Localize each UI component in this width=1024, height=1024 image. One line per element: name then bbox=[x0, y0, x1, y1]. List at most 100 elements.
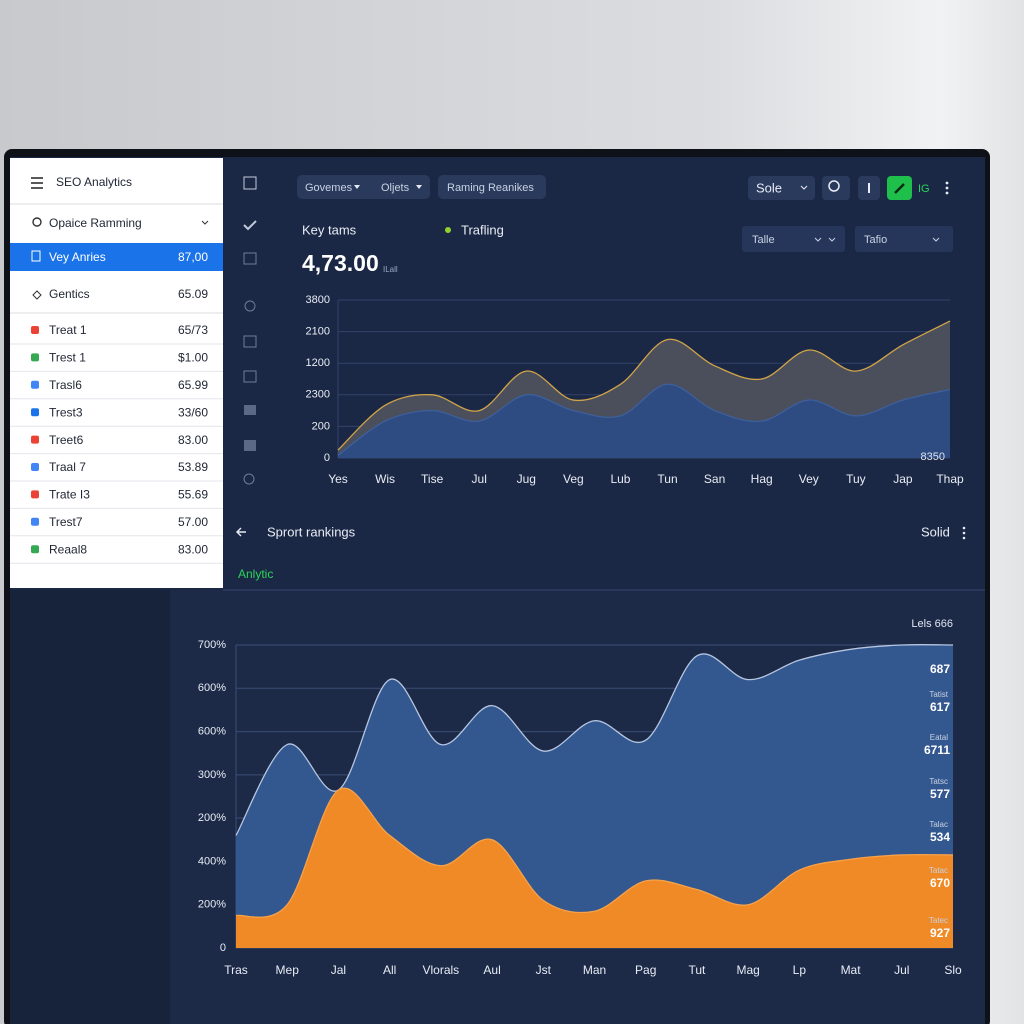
y-tick-label: 200% bbox=[198, 899, 226, 911]
side-label: Talac bbox=[929, 820, 948, 829]
dropdown-arrow bbox=[354, 185, 360, 189]
x-tick-label: Jug bbox=[517, 472, 536, 486]
select[interactable] bbox=[742, 226, 845, 252]
x-tick-label: Lub bbox=[610, 472, 630, 486]
row-icon bbox=[31, 435, 39, 444]
section-subtitle: Anlytic bbox=[238, 567, 273, 581]
side-value: 670 bbox=[930, 876, 950, 890]
row-label[interactable]: Trasl6 bbox=[49, 378, 82, 392]
y-tick-label: 400% bbox=[198, 855, 226, 867]
area bbox=[338, 384, 950, 458]
y-tick-label: 200 bbox=[312, 420, 330, 432]
y-tick-label: 700% bbox=[198, 639, 226, 651]
row-icon bbox=[31, 380, 39, 389]
tab[interactable]: Govemes bbox=[305, 182, 353, 194]
item-icon bbox=[31, 250, 41, 262]
x-tick-label: Aul bbox=[483, 963, 500, 977]
row-label[interactable]: Trest7 bbox=[49, 515, 83, 529]
button[interactable]: Sole bbox=[756, 180, 782, 195]
kebab-menu[interactable] bbox=[962, 526, 966, 540]
x-tick-label: Veg bbox=[563, 472, 584, 486]
rail-icon[interactable] bbox=[243, 176, 257, 190]
label: Key tams bbox=[302, 222, 357, 237]
row-label[interactable]: Trate I3 bbox=[49, 488, 90, 502]
search-field[interactable]: Opaice Ramming bbox=[49, 216, 142, 230]
row-value: 33/60 bbox=[178, 405, 208, 419]
menu-icon[interactable] bbox=[31, 177, 43, 189]
icon-rail bbox=[243, 176, 257, 485]
side-value: 577 bbox=[930, 787, 950, 801]
search-icon bbox=[32, 217, 42, 227]
x-tick-label: All bbox=[383, 963, 396, 977]
y-tick-label: 0 bbox=[324, 452, 330, 464]
row-icon bbox=[31, 490, 39, 499]
area bbox=[236, 788, 953, 948]
item-label[interactable]: Gentics bbox=[49, 287, 90, 301]
item-value: 87,00 bbox=[178, 250, 208, 264]
x-tick-label: Mep bbox=[276, 963, 300, 977]
row-label[interactable]: Reaal8 bbox=[49, 542, 87, 556]
row-icon bbox=[31, 408, 39, 417]
side-value: 687 bbox=[930, 662, 950, 676]
x-tick-label: Slo bbox=[944, 963, 962, 977]
legend-dot bbox=[445, 227, 451, 233]
search-button[interactable] bbox=[822, 176, 850, 200]
back-arrow[interactable] bbox=[236, 527, 246, 537]
y-tick-label: 2100 bbox=[306, 326, 330, 338]
x-tick-label: Tras bbox=[224, 963, 248, 977]
rail-icon[interactable] bbox=[243, 252, 257, 265]
row-label[interactable]: Traal 7 bbox=[49, 460, 86, 474]
row-label[interactable]: Trest 1 bbox=[49, 351, 86, 365]
area-line bbox=[337, 383, 951, 456]
y-tick-label: 600% bbox=[198, 725, 226, 737]
y-tick-label: 1200 bbox=[306, 357, 330, 369]
side-value: 927 bbox=[930, 926, 950, 940]
rail-icon[interactable] bbox=[244, 440, 256, 451]
tab[interactable]: Oljets bbox=[381, 182, 410, 194]
side-label: Eatal bbox=[930, 733, 948, 742]
row-label[interactable]: Treet6 bbox=[49, 433, 84, 447]
row-label[interactable]: Treat 1 bbox=[49, 323, 87, 337]
total: 4,73.00 bbox=[302, 250, 379, 276]
sidebar-panel bbox=[10, 158, 223, 588]
section-action[interactable]: Solid bbox=[921, 524, 950, 539]
side-label: Tatsc bbox=[929, 777, 948, 786]
rail-icon[interactable] bbox=[243, 370, 257, 383]
x-tick-label: Mat bbox=[841, 963, 862, 977]
x-tick-label: Tise bbox=[421, 472, 444, 486]
sidebar-title: SEO Analytics bbox=[56, 175, 132, 189]
side-value: 617 bbox=[930, 700, 950, 714]
row-value: 53.89 bbox=[178, 460, 208, 474]
x-tick-label: Tun bbox=[657, 472, 677, 486]
area-line bbox=[235, 787, 954, 918]
rail-icon[interactable] bbox=[244, 405, 256, 415]
item-label: Vey Anries bbox=[49, 250, 106, 264]
row-value: 83.00 bbox=[178, 542, 208, 556]
chevron bbox=[932, 237, 940, 242]
selected-item[interactable] bbox=[10, 243, 223, 271]
y-tick-label: 0 bbox=[220, 942, 226, 954]
rail-icon[interactable] bbox=[244, 300, 256, 312]
dropdown-arrow bbox=[416, 185, 422, 189]
button-box bbox=[748, 176, 815, 200]
y-tick-label: 3800 bbox=[306, 294, 330, 306]
x-tick-label: Jst bbox=[536, 963, 552, 977]
row-label[interactable]: Trest3 bbox=[49, 405, 83, 419]
tab-pill bbox=[438, 175, 546, 199]
rail-icon[interactable] bbox=[243, 473, 255, 485]
item-icon bbox=[32, 290, 42, 300]
x-tick-label: Hag bbox=[751, 472, 773, 486]
row-value: 83.00 bbox=[178, 433, 208, 447]
kebab-menu[interactable] bbox=[945, 181, 949, 195]
select[interactable] bbox=[855, 226, 953, 252]
row-icon bbox=[31, 326, 39, 334]
section-title: Sprort rankings bbox=[267, 524, 356, 539]
rail-icon[interactable] bbox=[243, 220, 257, 231]
row-value: 65.99 bbox=[178, 378, 208, 392]
rail-icon[interactable] bbox=[243, 335, 257, 348]
tab[interactable]: Raming Reanikes bbox=[447, 182, 534, 194]
side-label: Tatac bbox=[929, 866, 948, 875]
search-icon bbox=[828, 180, 840, 192]
